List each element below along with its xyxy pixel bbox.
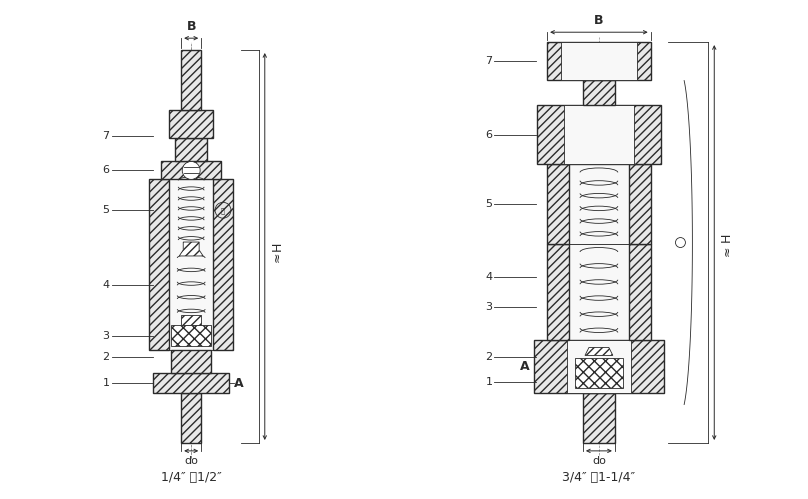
Circle shape xyxy=(183,162,200,180)
Polygon shape xyxy=(629,244,650,340)
Polygon shape xyxy=(537,105,661,165)
Polygon shape xyxy=(181,393,201,443)
Polygon shape xyxy=(171,350,211,373)
Bar xyxy=(569,244,629,340)
Polygon shape xyxy=(585,347,612,355)
Bar xyxy=(171,324,211,346)
Polygon shape xyxy=(583,393,615,443)
Polygon shape xyxy=(534,340,663,393)
Polygon shape xyxy=(547,42,650,80)
Polygon shape xyxy=(547,165,569,244)
Polygon shape xyxy=(629,165,650,244)
Bar xyxy=(564,105,633,165)
Polygon shape xyxy=(213,180,233,350)
Text: 6: 6 xyxy=(486,130,493,140)
Text: 3: 3 xyxy=(103,330,110,340)
Polygon shape xyxy=(154,373,229,393)
Text: 6: 6 xyxy=(103,166,110,176)
Text: A: A xyxy=(520,360,529,373)
Bar xyxy=(181,315,201,324)
Polygon shape xyxy=(179,242,203,256)
Text: ≈: ≈ xyxy=(271,251,284,261)
Polygon shape xyxy=(181,50,201,110)
Text: 4: 4 xyxy=(486,272,493,282)
Text: A: A xyxy=(234,377,243,390)
Text: 付: 付 xyxy=(221,207,225,214)
Text: 2: 2 xyxy=(486,352,493,362)
Polygon shape xyxy=(547,244,569,340)
Text: 3/4″ ～1-1/4″: 3/4″ ～1-1/4″ xyxy=(562,471,635,484)
Bar xyxy=(575,358,623,388)
Bar xyxy=(561,42,637,80)
Text: 5: 5 xyxy=(486,199,493,209)
Polygon shape xyxy=(170,110,213,138)
Polygon shape xyxy=(583,80,615,105)
Polygon shape xyxy=(149,180,170,350)
Text: 2: 2 xyxy=(103,352,110,362)
Text: 3: 3 xyxy=(486,302,493,312)
Polygon shape xyxy=(162,162,221,180)
Polygon shape xyxy=(175,138,207,162)
Text: 4: 4 xyxy=(103,280,110,290)
Text: H: H xyxy=(720,233,733,242)
Text: 5: 5 xyxy=(103,205,110,215)
Text: 7: 7 xyxy=(486,56,493,66)
Text: do: do xyxy=(592,456,606,466)
Text: 7: 7 xyxy=(103,131,110,141)
Text: H: H xyxy=(271,242,284,251)
Text: do: do xyxy=(184,456,198,466)
Text: B: B xyxy=(594,14,604,27)
Text: ≈: ≈ xyxy=(720,245,733,256)
Text: B: B xyxy=(187,20,196,33)
Text: 1/4″ ～1/2″: 1/4″ ～1/2″ xyxy=(161,471,221,484)
Text: 1: 1 xyxy=(103,378,110,388)
Text: 1: 1 xyxy=(486,377,493,387)
Bar xyxy=(170,180,213,350)
Bar xyxy=(569,165,629,244)
Bar xyxy=(567,340,631,393)
